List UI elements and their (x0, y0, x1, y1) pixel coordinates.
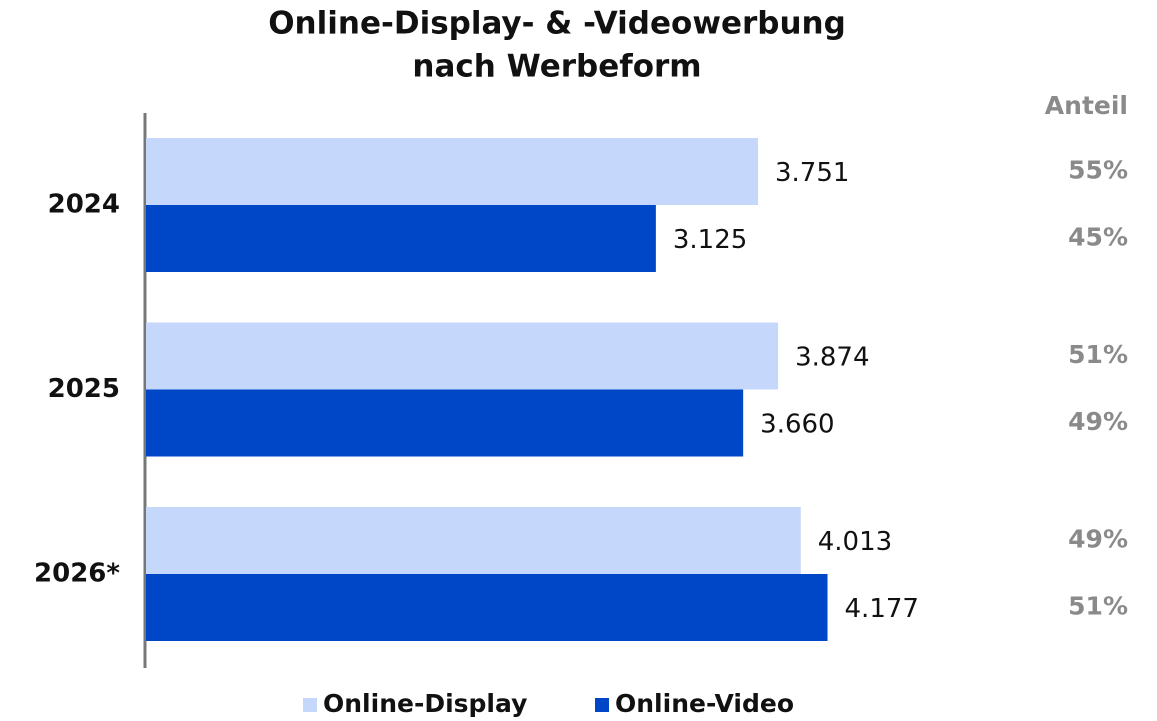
bar (146, 389, 744, 457)
value-label: 4.177 (845, 594, 919, 624)
legend-swatch (595, 698, 609, 712)
bar (146, 205, 656, 272)
bar (146, 507, 801, 574)
share-header: Anteil (1045, 91, 1128, 120)
value-label: 3.874 (795, 343, 869, 373)
value-label: 3.660 (760, 410, 834, 440)
category-label: 2025 (48, 374, 120, 404)
value-label: 3.751 (775, 158, 849, 188)
value-label: 3.125 (673, 225, 747, 255)
value-label: 4.013 (818, 527, 892, 557)
legend-label: Online-Video (615, 689, 794, 718)
bar (146, 138, 759, 205)
share-label: 45% (1068, 223, 1128, 252)
share-label: 49% (1068, 407, 1128, 436)
share-label: 55% (1068, 156, 1128, 185)
share-label: 51% (1068, 340, 1128, 369)
bar (146, 322, 779, 390)
share-label: 49% (1068, 525, 1128, 554)
legend-label: Online-Display (323, 689, 527, 718)
bar (146, 574, 828, 641)
category-label: 2026* (34, 559, 120, 589)
legend-swatch (303, 698, 317, 712)
share-label: 51% (1068, 592, 1128, 621)
chart-title: Online-Display- & -Videowerbung (268, 6, 846, 42)
chart-title: nach Werbeform (412, 49, 701, 85)
category-label: 2024 (48, 190, 120, 220)
